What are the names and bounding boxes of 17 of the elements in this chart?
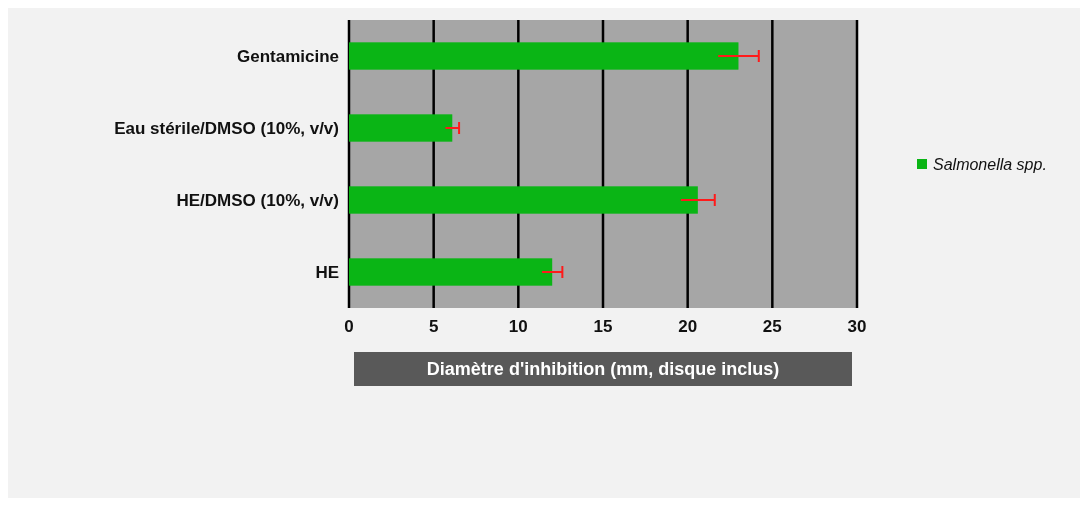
x-axis-title: Diamètre d'inhibition (mm, disque inclus)	[426, 359, 780, 380]
x-tick-label: 0	[344, 317, 354, 336]
y-tick-label: Eau stérile/DMSO (10%, v/v)	[114, 118, 339, 138]
x-tick-label: 15	[593, 317, 613, 336]
y-tick-label: Gentamicine	[236, 46, 339, 66]
legend-label: Salmonella spp.	[933, 155, 1047, 173]
x-tick-label: 30	[847, 317, 867, 336]
bar	[349, 42, 739, 70]
x-tick-label: 10	[508, 317, 528, 336]
bar	[349, 258, 553, 286]
bar	[349, 186, 698, 214]
x-tick-label: 25	[762, 317, 782, 336]
x-tick-label: 20	[678, 317, 698, 336]
y-tick-label: HE	[315, 262, 339, 282]
y-tick-label: HE/DMSO (10%, v/v)	[176, 190, 339, 210]
bar	[349, 114, 453, 142]
x-tick-label: 5	[428, 317, 439, 336]
